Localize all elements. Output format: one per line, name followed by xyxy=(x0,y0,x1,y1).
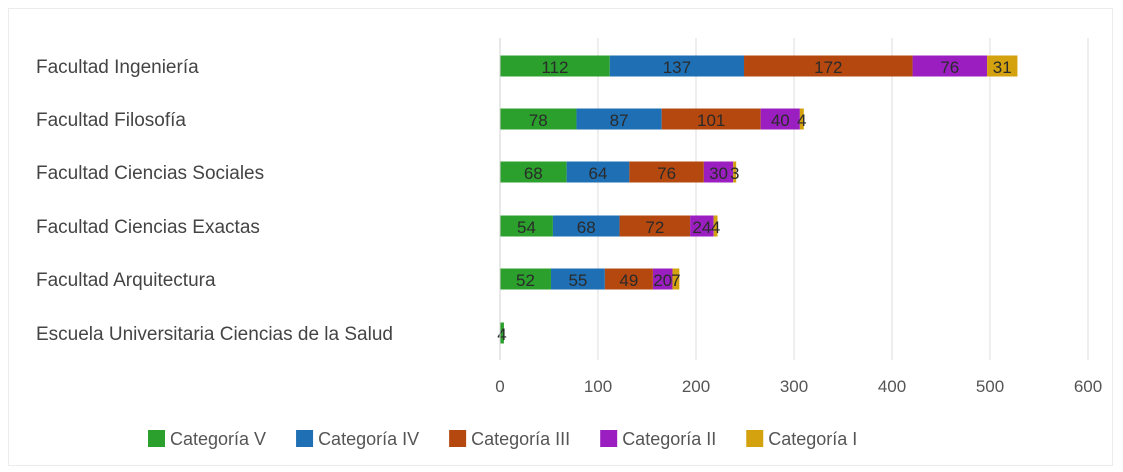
x-tick-label: 0 xyxy=(495,377,504,396)
data-label: 24 xyxy=(692,218,711,237)
x-tick-label: 400 xyxy=(878,377,906,396)
bar-segment xyxy=(500,55,610,77)
data-label: 137 xyxy=(663,58,691,77)
category-label: Facultad Ingeniería xyxy=(36,57,199,78)
legend-label: Categoría IV xyxy=(318,429,419,449)
data-label: 49 xyxy=(619,271,638,290)
x-tick-label: 300 xyxy=(780,377,808,396)
bar-segment xyxy=(500,108,577,130)
bar-segment xyxy=(672,268,680,290)
category-label: Facultad Ciencias Exactas xyxy=(36,217,260,238)
category-label: Facultad Ciencias Sociales xyxy=(36,163,264,184)
bar-segment xyxy=(652,268,673,290)
bar-segment xyxy=(609,55,745,77)
legend-swatch xyxy=(746,430,764,447)
bar-segment xyxy=(619,215,691,237)
legend-swatch xyxy=(296,430,314,447)
bar-segment xyxy=(552,215,620,237)
category-label: Escuela Universitaria Ciencias de la Sal… xyxy=(36,324,393,345)
data-label: 68 xyxy=(577,218,596,237)
bar-segment xyxy=(661,108,761,130)
data-label: 4 xyxy=(797,111,806,130)
bar-segment xyxy=(576,108,662,130)
bar-segment xyxy=(550,268,605,290)
data-label: 20 xyxy=(653,271,672,290)
legend-swatch xyxy=(148,430,165,447)
legend-label: Categoría V xyxy=(170,429,266,449)
bar-segment xyxy=(500,215,553,237)
data-label: 64 xyxy=(589,164,608,183)
x-tick-label: 500 xyxy=(976,377,1004,396)
x-tick-label: 100 xyxy=(584,377,612,396)
data-label: 172 xyxy=(814,58,842,77)
data-label: 78 xyxy=(529,111,548,130)
data-label: 4 xyxy=(711,218,720,237)
bar-segment xyxy=(500,268,551,290)
data-label: 31 xyxy=(993,58,1012,77)
data-label: 76 xyxy=(940,58,959,77)
bar-segment xyxy=(799,108,804,130)
data-label: 54 xyxy=(517,218,536,237)
data-label: 87 xyxy=(610,111,629,130)
data-label: 68 xyxy=(524,164,543,183)
x-tick-label: 200 xyxy=(682,377,710,396)
category-label: Facultad Arquitectura xyxy=(36,270,216,291)
legend-swatch xyxy=(449,430,467,447)
bar-segment xyxy=(987,55,1018,77)
bar-segment xyxy=(629,161,704,183)
data-label: 7 xyxy=(671,271,680,290)
bar-segment xyxy=(733,161,737,183)
bar-segment xyxy=(566,161,630,183)
bar-segment xyxy=(604,268,653,290)
bar-segment xyxy=(500,322,504,344)
data-label: 40 xyxy=(771,111,790,130)
data-label: 76 xyxy=(657,164,676,183)
legend-label: Categoría III xyxy=(471,429,570,449)
bar-segment xyxy=(703,161,734,183)
legend-swatch xyxy=(600,430,618,447)
bar-segment xyxy=(912,55,988,77)
data-label: 112 xyxy=(541,58,568,77)
data-label: 55 xyxy=(568,271,587,290)
legend-label: Categoría II xyxy=(622,429,716,449)
chart-frame xyxy=(8,8,1113,466)
category-label: Facultad Filosofía xyxy=(36,110,186,131)
bar-segment xyxy=(690,215,714,237)
bar-segment xyxy=(744,55,913,77)
data-label: 3 xyxy=(730,164,739,183)
data-label: 52 xyxy=(516,271,535,290)
data-label: 4 xyxy=(497,325,506,344)
data-label: 72 xyxy=(645,218,664,237)
data-label: 101 xyxy=(697,111,725,130)
bar-segment xyxy=(500,161,567,183)
legend-label: Categoría I xyxy=(768,429,857,449)
bar-segment xyxy=(760,108,800,130)
x-tick-label: 600 xyxy=(1074,377,1102,396)
bar-segment xyxy=(713,215,718,237)
data-label: 30 xyxy=(709,164,728,183)
